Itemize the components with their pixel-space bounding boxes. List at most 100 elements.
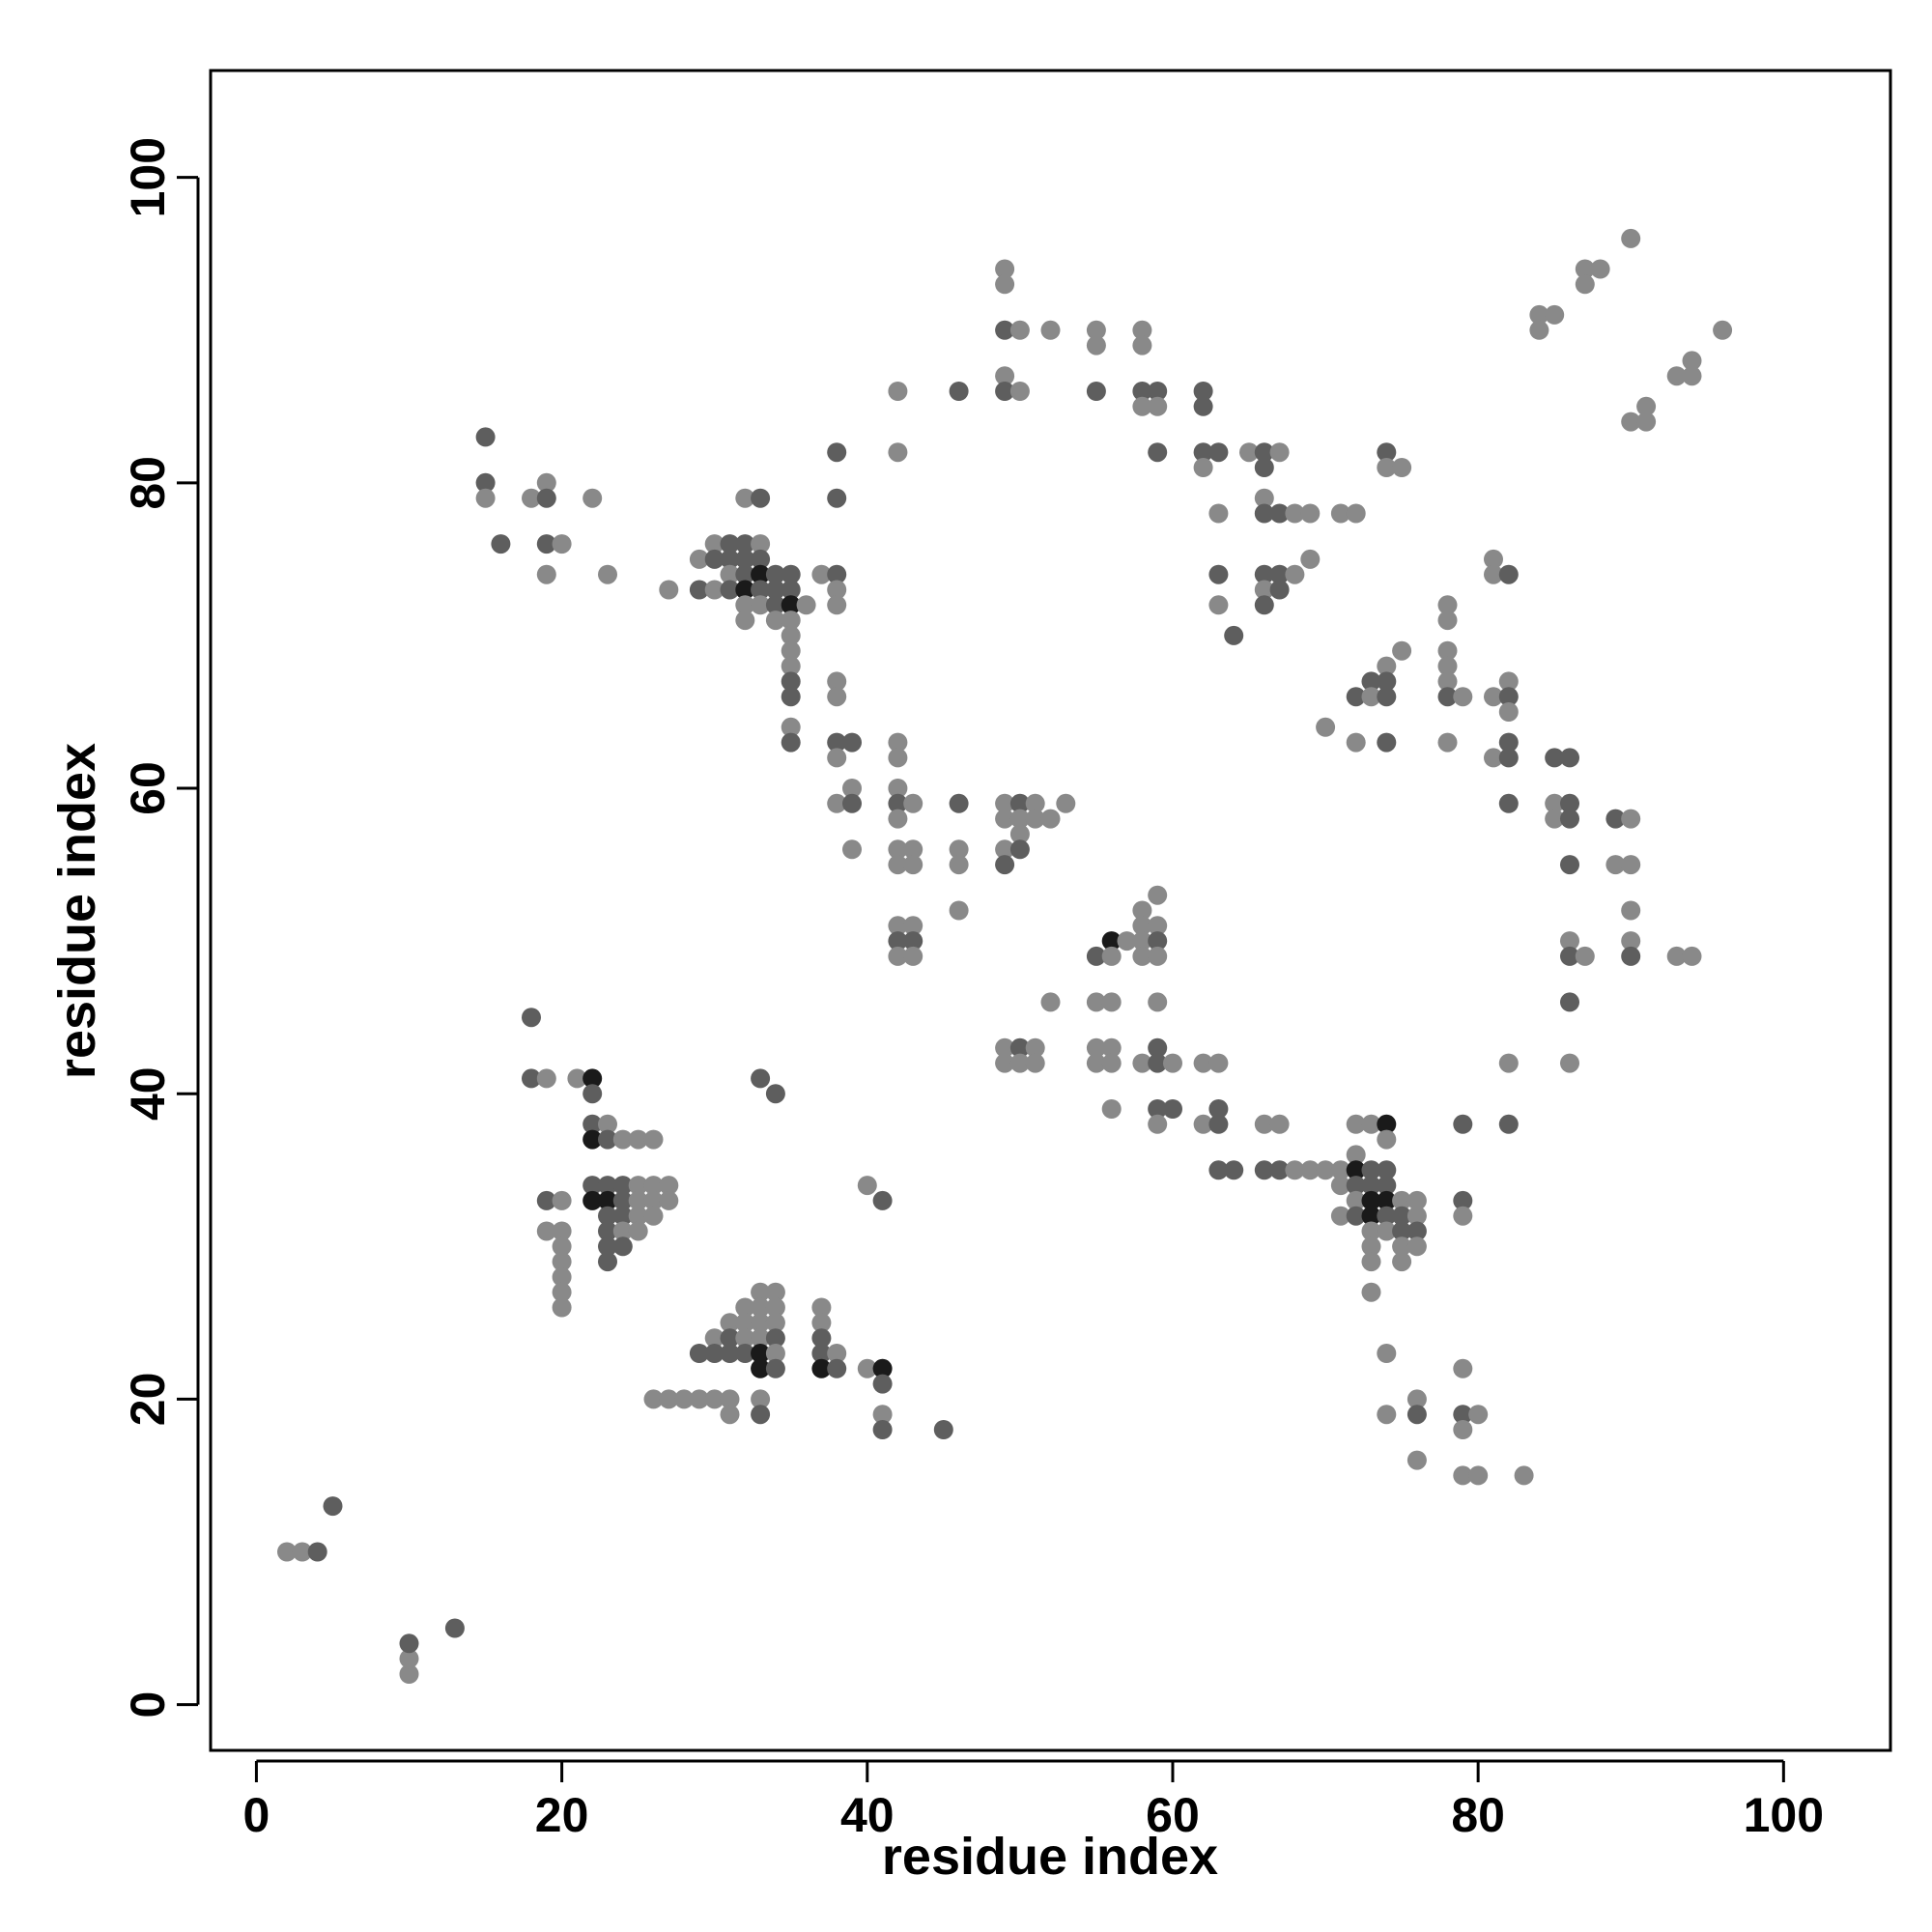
contact-point	[1254, 1114, 1274, 1134]
contact-point	[552, 1297, 572, 1318]
contact-point	[1148, 382, 1168, 401]
contact-point	[903, 793, 923, 813]
contact-point	[751, 488, 771, 508]
contact-point	[612, 1236, 633, 1257]
contact-point	[1316, 1160, 1336, 1180]
contact-point	[933, 1420, 953, 1439]
contact-point	[751, 1328, 771, 1349]
contact-point	[1009, 839, 1030, 860]
contact-point	[827, 442, 847, 463]
contact-point	[1484, 549, 1503, 569]
contact-point	[781, 717, 801, 737]
contact-point	[1132, 946, 1152, 966]
contact-point	[1208, 564, 1229, 584]
contact-point	[1346, 1176, 1366, 1196]
contact-point	[1621, 809, 1641, 829]
contact-point	[1330, 1176, 1350, 1196]
contact-point	[1208, 1160, 1229, 1180]
contact-point	[1346, 1160, 1366, 1180]
y-tick-label: 20	[121, 1373, 175, 1427]
contact-point	[1545, 809, 1565, 829]
contact-point	[1437, 732, 1458, 753]
contact-point	[765, 1344, 785, 1363]
contact-point	[720, 549, 740, 569]
y-tick-label: 100	[121, 137, 175, 217]
contact-point	[735, 595, 755, 615]
contact-point	[1285, 503, 1305, 524]
contact-point	[1148, 396, 1168, 416]
contact-point	[827, 488, 847, 508]
contact-point	[1361, 1282, 1381, 1302]
contact-point	[1193, 382, 1213, 401]
contact-point	[1377, 1129, 1397, 1150]
contact-point	[888, 382, 908, 401]
contact-point	[582, 1129, 603, 1150]
y-axis: 0 20 40 60 80 100	[121, 137, 200, 1718]
contact-point	[1300, 503, 1321, 524]
contact-point	[888, 793, 908, 813]
contact-point	[903, 855, 923, 875]
contact-point	[1560, 946, 1579, 966]
contact-point	[1148, 931, 1168, 952]
contact-point	[903, 931, 923, 952]
contact-point	[643, 1206, 664, 1226]
contact-point	[903, 946, 923, 966]
contact-point	[1453, 687, 1473, 707]
contact-point	[491, 534, 511, 554]
contact-point	[1575, 946, 1595, 966]
contact-point	[598, 1114, 617, 1134]
contact-point	[751, 1297, 771, 1318]
contact-point	[704, 1328, 724, 1349]
contact-point	[735, 488, 755, 508]
x-tick-label: 100	[1744, 1788, 1824, 1842]
contact-point	[1132, 382, 1152, 401]
contact-point	[751, 580, 771, 600]
contact-point	[949, 839, 969, 860]
contact-point	[704, 534, 724, 554]
contact-point	[1392, 1190, 1412, 1210]
contact-point	[765, 580, 785, 600]
contact-point	[1148, 1099, 1168, 1119]
contact-point	[582, 1190, 603, 1210]
contact-point	[827, 595, 847, 615]
contact-point	[1346, 1145, 1366, 1165]
contact-point	[888, 809, 908, 829]
contact-point	[827, 687, 847, 707]
contact-point	[1377, 1206, 1397, 1226]
contact-point	[796, 595, 816, 615]
contact-point	[598, 564, 617, 584]
contact-point	[751, 1389, 771, 1409]
contact-point	[1406, 1206, 1427, 1226]
y-tick-label: 40	[121, 1066, 175, 1121]
contact-point	[1316, 717, 1336, 737]
contact-point	[1269, 1114, 1290, 1134]
contact-point	[1453, 1420, 1473, 1439]
contact-point	[995, 839, 1015, 860]
contact-point	[781, 580, 801, 600]
contact-point	[827, 793, 847, 813]
contact-point	[1406, 1450, 1427, 1470]
contact-point	[1361, 1236, 1381, 1257]
contact-point	[995, 274, 1015, 295]
contact-point	[1453, 1206, 1473, 1226]
contact-point	[1392, 640, 1412, 661]
contact-point	[1132, 335, 1152, 355]
contact-point	[1208, 1114, 1229, 1134]
x-tick-label: 60	[1146, 1788, 1200, 1842]
contact-point	[1377, 656, 1397, 676]
contact-point	[1437, 595, 1458, 615]
contact-point	[735, 534, 755, 554]
contact-point	[1285, 564, 1305, 584]
contact-point	[872, 1374, 893, 1394]
contact-point	[1040, 809, 1061, 829]
contact-point	[1560, 793, 1579, 813]
contact-point	[1590, 259, 1610, 279]
contact-point	[1193, 442, 1213, 463]
contact-point	[582, 1114, 603, 1134]
contact-point	[903, 839, 923, 860]
contact-point	[536, 564, 556, 584]
contact-point	[1132, 900, 1152, 921]
contact-point	[1453, 1465, 1473, 1486]
contact-point	[1529, 320, 1549, 340]
